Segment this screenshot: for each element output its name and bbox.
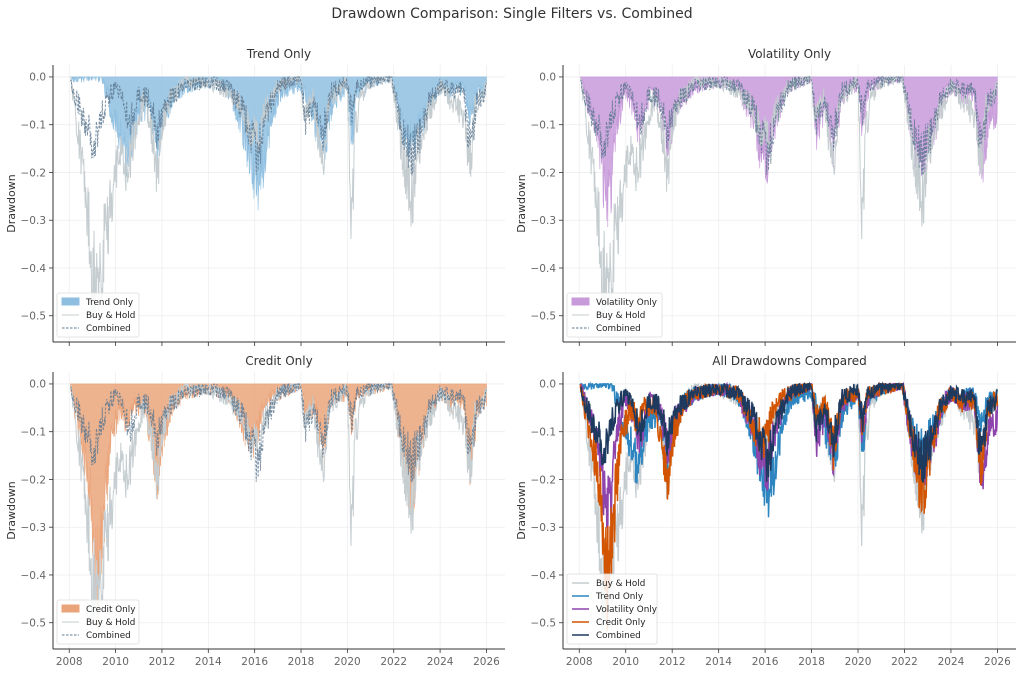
y-tick-label: −0.3 [21,522,47,534]
legend-swatch [571,297,590,306]
panel-all-drawdowns-compared: All Drawdowns Compared 0.0 −0.1 −0.2 −0.3 −0.… [515,354,1016,668]
y-tick-label: −0.5 [21,311,47,323]
x-tick-label: 2012 [659,656,686,668]
y-tick-label: −0.3 [21,215,47,227]
legend-swatch [61,297,80,306]
legend-label: Volatility Only [596,605,657,615]
x-tick-label: 2008 [56,656,83,668]
x-tick-label: 2010 [612,656,639,668]
x-tick-label: 2010 [102,656,129,668]
y-tick-label: −0.3 [531,215,557,227]
legend: Credit Only Buy & Hold Combined [56,599,140,645]
x-tick-label: 2014 [195,656,222,668]
panel-title: Volatility Only [748,47,831,61]
legend-label: Trend Only [595,592,643,602]
y-tick-label: −0.2 [21,474,47,486]
legend-label: Buy & Hold [86,618,135,628]
y-tick-label: −0.5 [531,618,557,630]
legend-label: Buy & Hold [86,311,135,321]
series-combined-line [579,381,998,483]
series-buy-hold-line [580,75,998,324]
legend-box [566,573,658,645]
x-tick-label: 2012 [149,656,176,668]
y-axis-label: Drawdown [5,174,18,232]
y-tick-label: −0.2 [21,167,47,179]
x-tick-label: 2008 [566,656,593,668]
x-tick-label: 2022 [891,656,918,668]
y-tick-label: −0.1 [21,119,47,131]
y-tick-label: 0.0 [29,379,46,391]
panel-trend-only: Trend Only 0.0 −0.1 −0.2 −0.3 −0.4 −0.5 Drawdow… [5,47,505,346]
series-combined-line [580,75,998,176]
figure-title: Drawdown Comparison: Single Filters vs. … [331,6,692,22]
x-tick-label: 2018 [798,656,825,668]
x-tick-label: 2018 [288,656,315,668]
x-tick-label: 2022 [380,656,407,668]
y-tick-label: −0.2 [531,167,557,179]
legend: Trend Only Buy & Hold Combined [56,292,140,338]
y-tick-label: 0.0 [539,72,556,84]
plot-area [580,75,998,324]
series-credit-area [70,382,487,631]
y-tick-label: −0.4 [21,263,47,275]
series-buy-hold-line [70,382,487,631]
legend-label: Credit Only [86,605,135,615]
x-tick-label: 2016 [752,656,779,668]
legend-swatch [61,604,80,613]
legend-label: Credit Only [596,618,645,628]
panel-credit-only: Credit Only 0.0 −0.1 −0.2 −0.3 −0.4 −0.5 2008 20… [5,354,505,668]
legend: Volatility Only Buy & Hold Combined [566,292,663,338]
legend: Buy & Hold Trend Only Volatility Only Credi… [566,573,658,645]
y-tick-label: −0.4 [531,263,557,275]
legend-label: Volatility Only [596,298,657,308]
panel-title: Trend Only [246,47,311,61]
y-axis-label: Drawdown [5,481,18,539]
legend-label: Combined [86,631,131,641]
x-tick-label: 2026 [984,656,1011,668]
y-tick-label: −0.5 [531,311,557,323]
panel-title: All Drawdowns Compared [712,354,867,368]
y-tick-label: 0.0 [29,72,46,84]
y-axis-label: Drawdown [515,174,528,232]
series-combined-line [70,382,487,483]
legend-label: Combined [596,631,641,641]
panel-volatility-only: Volatility Only 0.0 −0.1 −0.2 −0.3 −0.4 −0.5 Dr… [515,47,1016,346]
y-tick-label: −0.1 [531,119,557,131]
y-axis-label: Drawdown [515,481,528,539]
x-tick-label: 2026 [473,656,500,668]
y-tick-label: 0.0 [539,379,556,391]
y-tick-label: −0.4 [21,570,47,582]
x-tick-label: 2020 [334,656,361,668]
y-tick-label: −0.3 [531,522,557,534]
series-combined-line [70,75,487,176]
legend-label: Buy & Hold [596,311,645,321]
y-tick-label: −0.1 [531,426,557,438]
series-buy-hold-line [70,75,487,324]
y-tick-label: −0.4 [531,570,557,582]
plot-area [70,75,487,324]
x-tick-label: 2020 [845,656,872,668]
y-tick-label: −0.5 [21,618,47,630]
plot-area [579,381,999,631]
legend-label: Combined [86,324,131,334]
x-tick-label: 2016 [241,656,268,668]
legend-label: Buy & Hold [596,579,645,589]
legend-box [566,292,663,338]
x-tick-label: 2024 [938,656,965,668]
legend-label: Trend Only [85,298,133,308]
plot-area [70,382,487,631]
panel-title: Credit Only [245,354,312,368]
y-tick-label: −0.2 [531,474,557,486]
x-tick-label: 2024 [427,656,454,668]
legend-label: Combined [596,324,641,334]
y-tick-label: −0.1 [21,426,47,438]
x-tick-label: 2014 [705,656,732,668]
